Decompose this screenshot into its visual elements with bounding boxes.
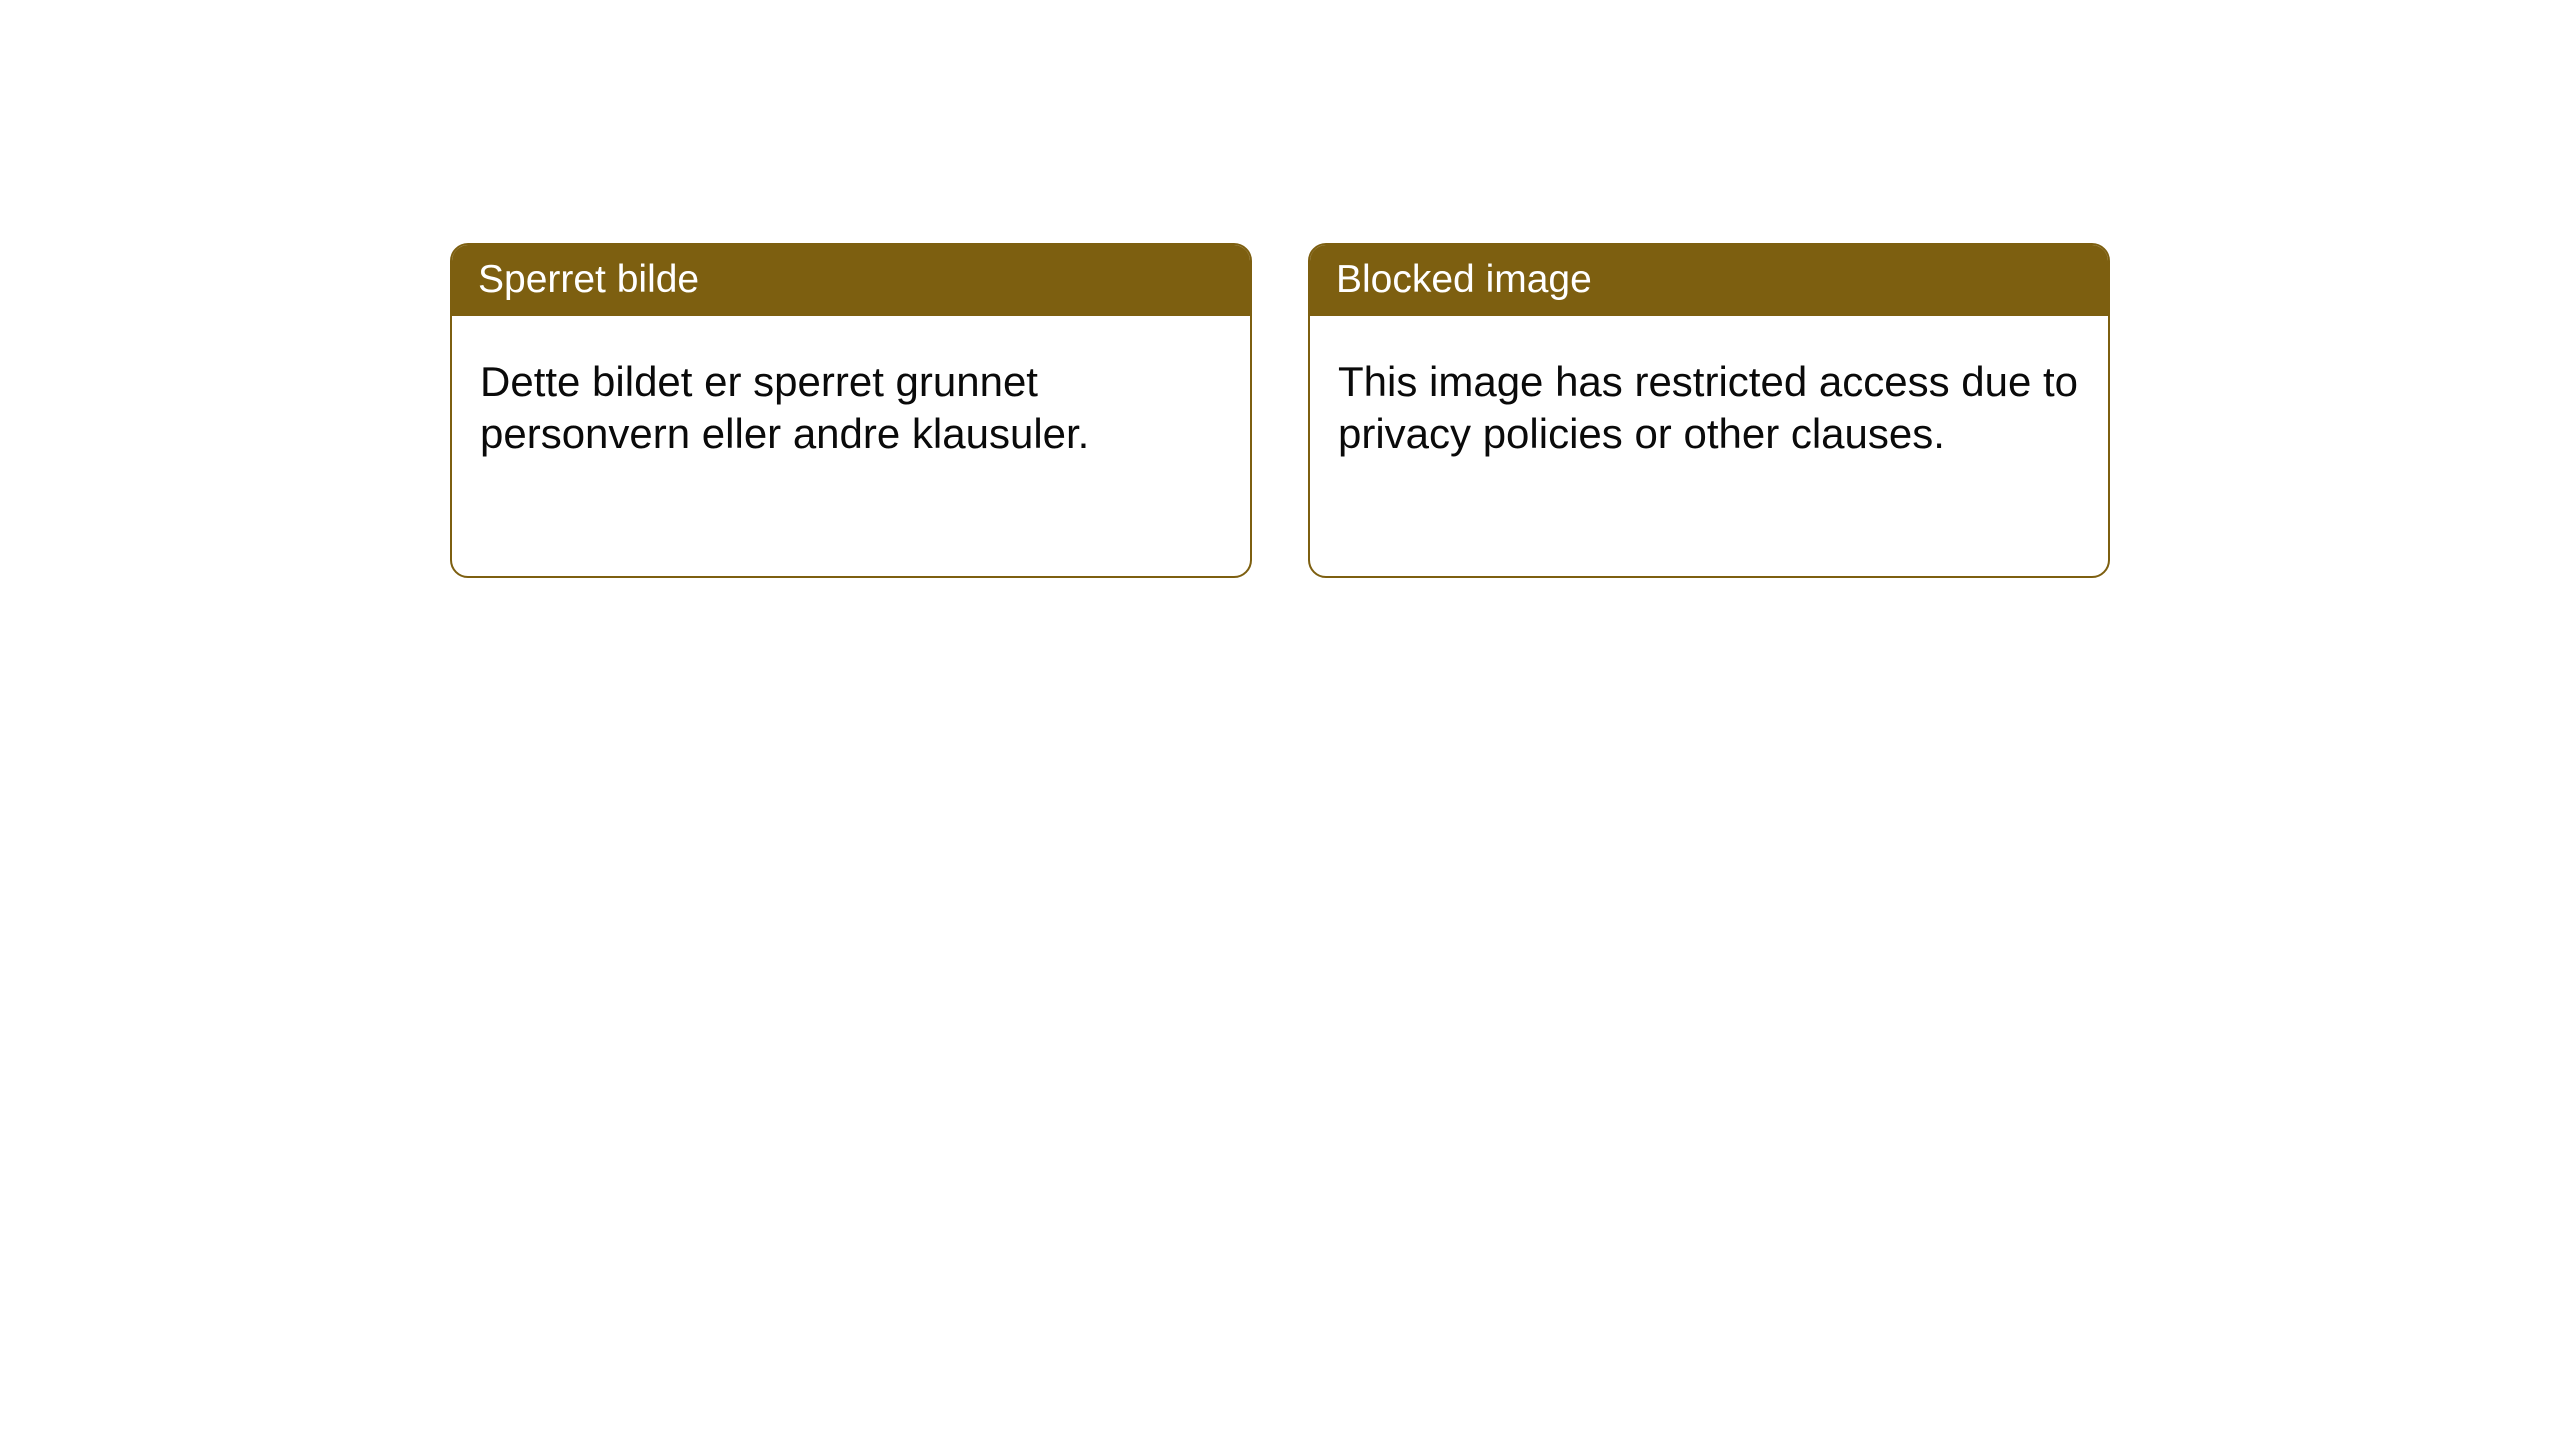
notice-body: Dette bildet er sperret grunnet personve… [452,316,1250,501]
notice-message: This image has restricted access due to … [1338,358,2078,458]
notice-header: Sperret bilde [452,245,1250,316]
notice-card-norwegian: Sperret bilde Dette bildet er sperret gr… [450,243,1252,578]
notice-header: Blocked image [1310,245,2108,316]
notice-body: This image has restricted access due to … [1310,316,2108,501]
notice-title: Sperret bilde [478,258,699,301]
notice-message: Dette bildet er sperret grunnet personve… [480,358,1089,458]
notice-container: Sperret bilde Dette bildet er sperret gr… [450,243,2110,578]
notice-card-english: Blocked image This image has restricted … [1308,243,2110,578]
notice-title: Blocked image [1336,258,1592,301]
